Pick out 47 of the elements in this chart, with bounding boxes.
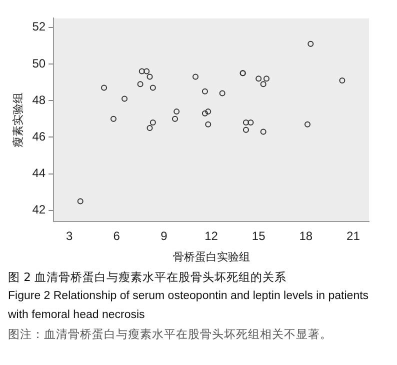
point (146, 125, 153, 132)
point (192, 74, 198, 80)
x-tick-label: 3 (66, 228, 73, 243)
point (150, 84, 156, 91)
x-tick-label: 21 (346, 228, 360, 243)
point (144, 68, 150, 74)
point (260, 81, 266, 88)
point (174, 108, 180, 115)
x-tick-label: 18 (299, 228, 313, 243)
x-axis-title: 骨桥蛋白实验组 (172, 250, 250, 264)
point (242, 126, 249, 133)
point (77, 198, 84, 204)
point (339, 77, 346, 84)
point (304, 121, 310, 128)
point (263, 76, 270, 82)
point (256, 76, 262, 82)
point (205, 108, 212, 115)
x-tick-label: 6 (113, 228, 120, 243)
point (146, 74, 153, 80)
point (260, 128, 266, 135)
point (202, 88, 208, 94)
y-tick-label: 46 (32, 130, 46, 144)
point (110, 116, 116, 122)
x-tick-label: 12 (204, 228, 218, 243)
point (137, 81, 144, 88)
point (122, 96, 128, 102)
y-tick-label: 48 (32, 92, 46, 107)
point (248, 120, 254, 126)
y-axis-title: 瘦素实验组 (11, 92, 24, 148)
point (242, 120, 249, 126)
y-tick-label: 42 (32, 202, 46, 217)
y-tick-label: 52 (32, 20, 46, 34)
point (150, 120, 156, 126)
x-tick-label: 9 (160, 228, 168, 243)
point (202, 110, 208, 116)
text: 图注：血清骨桥蛋白与瘦素水平在股骨头坏死组相关不显著。 (8, 326, 333, 343)
point (205, 121, 212, 128)
point (138, 68, 145, 74)
point (219, 90, 226, 96)
point (101, 84, 108, 91)
point (172, 116, 178, 122)
caption: Figure 2 Relationship of serum osteopontin and leptin levels in patients with femoral head necrosis (8, 289, 370, 323)
point (308, 40, 314, 47)
y-tick-label: 50 (32, 56, 46, 70)
y-tick-label: 44 (32, 166, 46, 180)
caption: 图 2 血清骨桥蛋白与瘦素水平在股骨头坏死组的关系 (8, 269, 288, 286)
x-tick-label: 15 (252, 228, 266, 243)
